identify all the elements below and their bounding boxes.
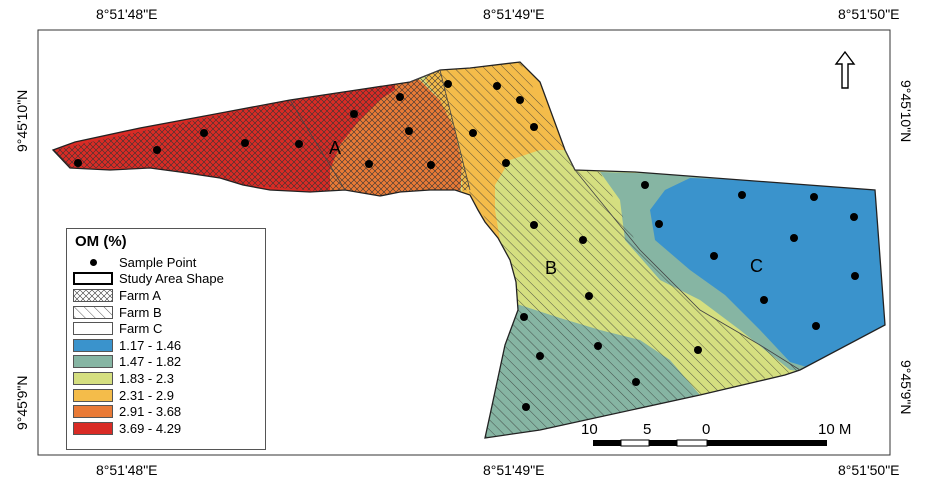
coord-bottom-2: 8°51'49"E xyxy=(483,462,545,478)
sample-point xyxy=(241,139,249,147)
sample-point xyxy=(396,93,404,101)
sample-point xyxy=(444,80,452,88)
legend-label: 3.69 - 4.29 xyxy=(119,420,182,436)
coord-left-1: 9°45'10"N xyxy=(14,89,30,152)
sample-point xyxy=(516,96,524,104)
color-swatch xyxy=(73,338,113,352)
scale-label-10m: 10 M xyxy=(818,421,852,438)
color-swatch xyxy=(73,421,113,435)
sample-point xyxy=(493,82,501,90)
sample-point xyxy=(594,342,602,350)
coord-right-1: 9°45'10"N xyxy=(898,80,914,143)
sample-point xyxy=(694,346,702,354)
north-arrow-icon xyxy=(834,50,856,89)
sample-point xyxy=(200,129,208,137)
legend-item-class-4: 2.31 - 2.9 xyxy=(73,387,259,404)
blank-swatch xyxy=(73,322,113,336)
legend-item-farm-b: Farm B xyxy=(73,304,259,321)
sample-point xyxy=(812,322,820,330)
legend-item-farm-a: Farm A xyxy=(73,287,259,304)
legend-item-sample-point: Sample Point xyxy=(73,254,259,271)
scale-label-5: 5 xyxy=(643,421,652,438)
color-swatch xyxy=(73,371,113,385)
coord-top-3: 8°51'50"E xyxy=(838,6,900,22)
sample-point xyxy=(295,140,303,148)
study-area-outline xyxy=(51,61,886,439)
sample-point xyxy=(851,272,859,280)
legend-title: OM (%) xyxy=(75,233,127,250)
legend-label: 1.17 - 1.46 xyxy=(119,337,182,353)
color-swatch xyxy=(73,355,113,369)
farm-a-inner-boundary xyxy=(289,99,346,191)
coord-top-2: 8°51'49"E xyxy=(483,6,545,22)
sample-point xyxy=(641,181,649,189)
sample-point xyxy=(710,252,718,260)
sample-point xyxy=(632,378,640,386)
sample-point xyxy=(74,159,82,167)
farm-a-b-boundary xyxy=(409,69,471,191)
legend-item-class-3: 1.83 - 2.3 xyxy=(73,370,259,387)
sample-point xyxy=(427,161,435,169)
sample-point xyxy=(790,234,798,242)
outline-swatch xyxy=(73,272,113,286)
sample-point xyxy=(579,236,587,244)
zone-label-a: A xyxy=(329,138,342,158)
legend-item-class-1: 1.17 - 1.46 xyxy=(73,337,259,354)
legend-label: Farm C xyxy=(119,321,163,337)
sample-point-icon xyxy=(73,256,113,269)
coord-left-2: 9°45'9"N xyxy=(14,375,30,431)
legend-label: Sample Point xyxy=(119,254,197,270)
coord-top-1: 8°51'48"E xyxy=(96,6,158,22)
legend-item-class-5: 2.91 - 3.68 xyxy=(73,403,259,420)
legend-item-study-area: Study Area Shape xyxy=(73,271,259,288)
farm-b-c-boundary xyxy=(574,169,801,371)
farm-b-hatch xyxy=(440,62,800,438)
legend: OM (%) Sample Point Study Area Shape Far… xyxy=(66,228,266,450)
sample-point xyxy=(520,313,528,321)
sample-point xyxy=(469,129,477,137)
sample-point xyxy=(530,221,538,229)
coord-bottom-1: 8°51'48"E xyxy=(96,462,158,478)
legend-label: 1.47 - 1.82 xyxy=(119,354,182,370)
sample-points xyxy=(74,80,859,411)
sample-point xyxy=(585,292,593,300)
sample-point xyxy=(350,110,358,118)
scale-label-10: 10 xyxy=(581,421,598,438)
color-swatch xyxy=(73,388,113,402)
zone-om-1.17-1.46 xyxy=(650,178,885,368)
sample-point xyxy=(530,123,538,131)
legend-label: Farm B xyxy=(119,304,162,320)
legend-label: 2.31 - 2.9 xyxy=(119,387,174,403)
sample-point xyxy=(536,352,544,360)
sample-point xyxy=(738,191,746,199)
coord-right-2: 9°45'9"N xyxy=(898,360,914,415)
zone-label-b: B xyxy=(545,258,558,278)
legend-item-class-2: 1.47 - 1.82 xyxy=(73,354,259,371)
legend-label: 1.83 - 2.3 xyxy=(119,370,174,386)
sample-point xyxy=(810,193,818,201)
legend-label: 2.91 - 3.68 xyxy=(119,404,182,420)
sample-point xyxy=(760,296,768,304)
zone-label-c: C xyxy=(750,256,763,276)
diagonal-swatch xyxy=(73,305,113,319)
legend-item-farm-c: Farm C xyxy=(73,320,259,337)
legend-item-class-6: 3.69 - 4.29 xyxy=(73,420,259,437)
legend-label: Study Area Shape xyxy=(119,271,224,287)
scale-bar xyxy=(593,439,827,447)
sample-point xyxy=(153,146,161,154)
sample-point xyxy=(522,403,530,411)
sample-point xyxy=(502,159,510,167)
sample-point xyxy=(365,160,373,168)
legend-label: Farm A xyxy=(119,287,161,303)
map-frame xyxy=(37,29,891,456)
sample-point xyxy=(405,127,413,135)
sample-point xyxy=(850,213,858,221)
scale-label-0: 0 xyxy=(702,421,711,438)
sample-point xyxy=(655,220,663,228)
color-swatch xyxy=(73,405,113,419)
crosshatch-swatch xyxy=(73,288,113,302)
coord-bottom-3: 8°51'50"E xyxy=(838,462,900,478)
